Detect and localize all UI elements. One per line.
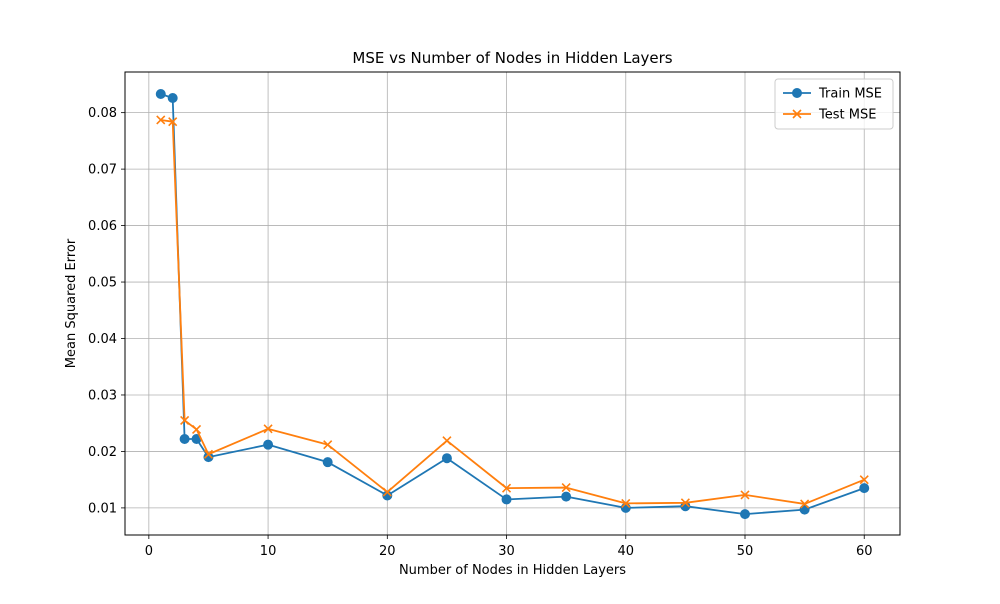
data-point-x <box>156 115 166 125</box>
series-group <box>155 89 870 520</box>
data-point-circle <box>441 453 452 464</box>
y-tick-label: 0.03 <box>88 388 117 403</box>
legend-box <box>774 78 894 130</box>
data-point-x <box>501 483 512 493</box>
y-axis-label: Mean Squared Error <box>64 238 79 368</box>
y-tick-label: 0.01 <box>88 501 117 516</box>
data-point-circle <box>799 504 810 515</box>
data-point-circle <box>561 491 572 502</box>
legend-item: Test MSE <box>783 108 876 123</box>
data-point-circle <box>179 434 190 445</box>
series-line <box>160 93 865 516</box>
y-tick-label: 0.04 <box>88 332 117 347</box>
data-point-circle <box>155 89 166 100</box>
data-point-x <box>680 498 690 508</box>
data-point-circle <box>263 439 274 450</box>
data-point-x <box>191 424 202 434</box>
x-tick-label: 30 <box>498 544 515 559</box>
data-point-x <box>859 475 869 485</box>
x-tick-label: 0 <box>145 544 153 559</box>
axes: 0 10 20 30 40 50 60 0.01 0.02 0.03 0.04 0.05 0.06 0.0… <box>88 71 901 559</box>
data-point-x <box>382 487 392 497</box>
data-point-x <box>323 440 333 450</box>
legend-item: Train MSE <box>783 87 882 102</box>
data-point-circle <box>740 509 750 520</box>
data-point-x <box>203 449 214 459</box>
data-point-x <box>168 117 178 127</box>
data-point-x <box>180 415 190 425</box>
x-tick-label: 60 <box>856 544 873 559</box>
grid <box>125 72 900 535</box>
plot-frame <box>124 71 901 536</box>
data-point-circle <box>167 92 178 103</box>
y-tick-label: 0.05 <box>88 276 117 291</box>
data-point-x <box>800 499 810 509</box>
y-tick-label: 0.07 <box>88 163 117 178</box>
data-point-circle <box>620 502 631 513</box>
legend-marker-circle <box>792 88 802 98</box>
x-tick-label: 40 <box>617 544 634 559</box>
data-point-circle <box>501 494 512 505</box>
series-train-mse <box>155 89 870 520</box>
legend-label: Train MSE <box>818 87 882 102</box>
data-point-x <box>621 498 631 508</box>
data-point-x <box>561 483 571 493</box>
legend-marker-x <box>792 109 802 119</box>
y-tick-label: 0.02 <box>88 445 117 460</box>
data-point-circle <box>859 483 870 494</box>
y-tick-label: 0.08 <box>88 106 117 121</box>
series-test-mse <box>156 115 869 509</box>
data-point-x <box>740 490 750 500</box>
data-point-x <box>263 424 273 434</box>
legend-label: Test MSE <box>818 108 876 123</box>
chart-title: MSE vs Number of Nodes in Hidden Layers <box>352 49 672 67</box>
x-axis-label: Number of Nodes in Hidden Layers <box>399 563 626 578</box>
x-tick-label: 10 <box>260 544 277 559</box>
x-tick-label: 20 <box>379 544 396 559</box>
x-tick-label: 50 <box>737 544 754 559</box>
series-line <box>160 119 865 505</box>
data-point-x <box>442 436 452 446</box>
legend: Train MSE Test MSE <box>774 78 894 130</box>
data-point-circle <box>322 457 333 468</box>
y-tick-label: 0.06 <box>88 219 117 234</box>
